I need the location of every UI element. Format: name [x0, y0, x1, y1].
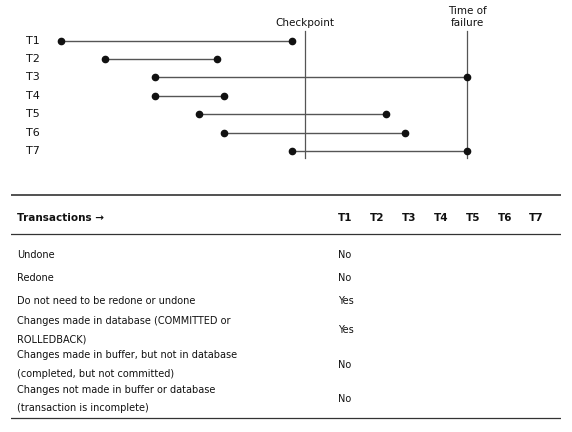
- Text: No: No: [338, 394, 351, 404]
- Text: (transaction is incomplete): (transaction is incomplete): [17, 403, 149, 413]
- Text: Changes made in buffer, but not in database: Changes made in buffer, but not in datab…: [17, 350, 237, 360]
- Text: No: No: [338, 250, 351, 260]
- Text: T1: T1: [338, 213, 353, 223]
- Text: T7: T7: [529, 213, 544, 223]
- Text: T2: T2: [26, 54, 39, 64]
- Text: T5: T5: [26, 109, 39, 119]
- Text: T4: T4: [26, 91, 39, 101]
- Text: T6: T6: [498, 213, 512, 223]
- Text: Checkpoint: Checkpoint: [275, 18, 334, 28]
- Text: Do not need to be redone or undone: Do not need to be redone or undone: [17, 296, 195, 306]
- Text: Yes: Yes: [338, 325, 354, 335]
- Text: Time of
failure: Time of failure: [447, 6, 486, 28]
- Text: T7: T7: [26, 146, 39, 156]
- Text: Changes made in database (COMMITTED or: Changes made in database (COMMITTED or: [17, 316, 231, 326]
- Text: Redone: Redone: [17, 273, 54, 283]
- Text: T1: T1: [26, 35, 39, 45]
- Text: Transactions →: Transactions →: [17, 213, 104, 223]
- Text: T2: T2: [370, 213, 384, 223]
- Text: No: No: [338, 273, 351, 283]
- Text: Changes not made in buffer or database: Changes not made in buffer or database: [17, 385, 215, 395]
- Text: ROLLEDBACK): ROLLEDBACK): [17, 334, 86, 344]
- Text: T5: T5: [466, 213, 480, 223]
- Text: T6: T6: [26, 127, 39, 137]
- Text: (completed, but not committed): (completed, but not committed): [17, 369, 174, 379]
- Text: T3: T3: [26, 72, 39, 83]
- Text: No: No: [338, 359, 351, 369]
- Text: Undone: Undone: [17, 250, 54, 260]
- Text: Yes: Yes: [338, 296, 354, 306]
- Text: T4: T4: [434, 213, 448, 223]
- Text: T3: T3: [402, 213, 416, 223]
